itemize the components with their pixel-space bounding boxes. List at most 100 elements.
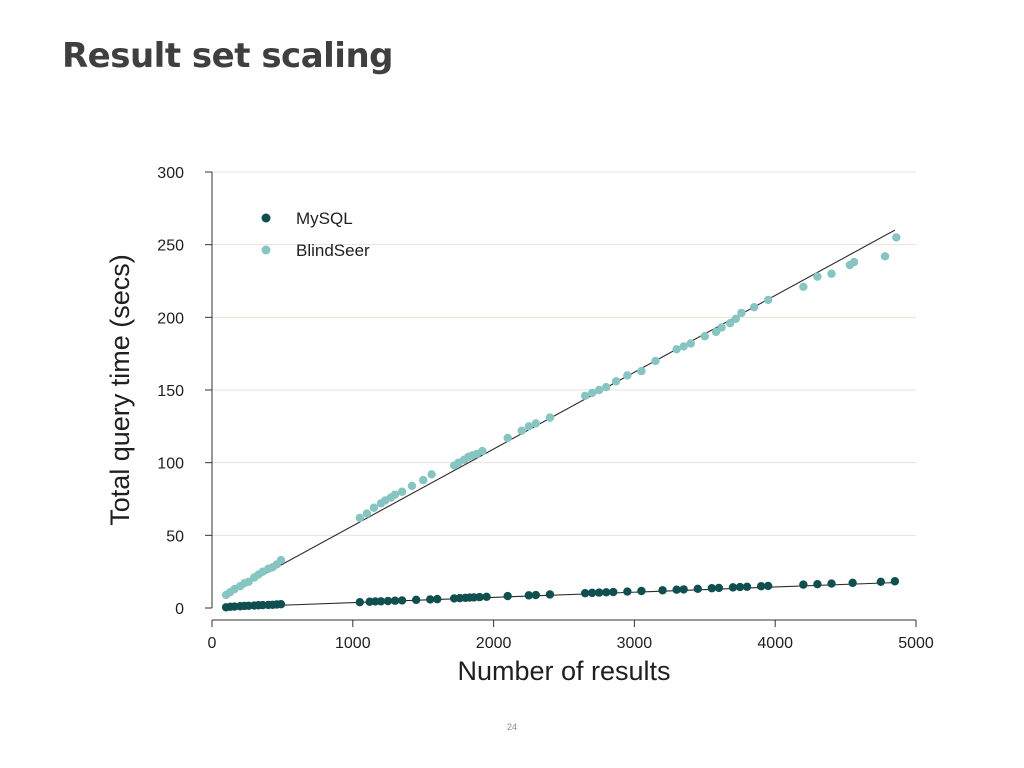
mysql-point <box>524 591 533 600</box>
y-tick-label: 50 <box>166 528 184 545</box>
x-tick-label: 0 <box>208 635 217 652</box>
blindseer-point <box>503 433 512 443</box>
mysql-point <box>595 588 604 597</box>
blindseer-point <box>362 509 372 518</box>
x-tick-label: 2000 <box>476 635 512 652</box>
blindseer-point <box>731 314 740 323</box>
mysql-point <box>848 578 857 588</box>
mysql-point <box>672 585 681 594</box>
mysql-point <box>587 588 597 598</box>
mysql-point <box>609 587 618 597</box>
mysql-point <box>827 579 836 588</box>
blindseer-point <box>672 345 681 354</box>
data-points <box>221 233 901 612</box>
mysql-point <box>799 580 808 589</box>
x-tick-label: 5000 <box>898 635 934 652</box>
x-tick-label: 3000 <box>617 635 653 652</box>
blindseer-point <box>611 377 621 386</box>
blindseer-point <box>737 308 746 318</box>
blindseer-point <box>580 391 590 401</box>
mysql-point <box>679 585 688 594</box>
mysql-point <box>876 577 885 587</box>
trendline-mysql <box>226 582 895 608</box>
mysql-point <box>503 591 512 601</box>
blindseer-point <box>276 555 286 565</box>
mysql-point <box>623 587 632 596</box>
page-number: 24 <box>506 722 517 732</box>
y-tick-label: 100 <box>157 456 184 473</box>
blindseer-point <box>813 272 822 281</box>
mysql-point <box>411 595 421 605</box>
mysql-point <box>756 582 766 591</box>
mysql-point <box>763 581 773 591</box>
blindseer-point <box>517 426 526 435</box>
mysql-legend-marker <box>261 213 271 223</box>
mysql-point <box>707 584 717 593</box>
blindseer-point <box>686 339 695 348</box>
y-tick-label: 0 <box>175 601 184 618</box>
mysql-point <box>602 588 611 597</box>
mysql-point <box>545 590 555 599</box>
blindseer-point <box>749 302 759 312</box>
blindseer-point <box>827 269 836 278</box>
legend: MySQL BlindSeer <box>261 209 370 260</box>
mysql-point <box>426 595 435 604</box>
mysql-point <box>390 596 400 605</box>
x-tick-label: 1000 <box>335 635 371 652</box>
blindseer-point <box>427 470 436 479</box>
mysql-point <box>728 583 738 592</box>
blindseer-point <box>637 366 646 376</box>
mysql-point <box>735 582 745 592</box>
mysql-point <box>397 596 407 605</box>
mysql-legend-label: MySQL <box>296 209 353 228</box>
mysql-point <box>383 596 393 606</box>
blindseer-point <box>369 503 379 512</box>
slide-title: Result set scaling <box>62 36 394 76</box>
blindseer-point <box>531 419 541 428</box>
mysql-point <box>658 586 667 595</box>
blindseer-point <box>587 388 597 398</box>
mysql-point <box>580 588 590 598</box>
blindseer-point <box>799 282 808 292</box>
mysql-point <box>482 592 491 602</box>
mysql-point <box>475 592 484 602</box>
blindseer-point <box>849 257 859 267</box>
mysql-point <box>742 582 752 591</box>
trendline-blindseer <box>225 229 896 596</box>
axes <box>205 171 917 627</box>
blindseer-point <box>478 446 487 456</box>
y-tick-label: 200 <box>157 310 184 327</box>
mysql-point <box>531 590 541 600</box>
mysql-point <box>813 579 822 589</box>
mysql-point <box>693 584 702 594</box>
blindseer-point <box>880 252 890 261</box>
blindseer-point <box>545 413 555 422</box>
blindseer-point <box>679 342 688 351</box>
blindseer-point <box>524 422 533 431</box>
blindseer-point <box>390 490 400 499</box>
blindseer-point <box>623 371 632 380</box>
blindseer-point <box>355 513 365 523</box>
blindseer-point <box>892 233 901 242</box>
mysql-point <box>890 577 900 586</box>
mysql-point <box>276 600 286 609</box>
blindseer-point <box>595 385 604 395</box>
blindseer-point <box>700 332 709 341</box>
blindseer-point <box>397 487 407 496</box>
y-axis-title: Total query time (secs) <box>105 254 135 526</box>
blindseer-point <box>763 295 773 305</box>
blindseer-point <box>717 323 726 332</box>
mysql-point <box>355 597 365 607</box>
mysql-point <box>714 583 724 593</box>
mysql-point <box>637 586 646 596</box>
trend-lines <box>225 229 896 608</box>
x-axis-title: Number of results <box>457 656 670 686</box>
blindseer-point <box>602 382 611 392</box>
blindseer-point <box>407 481 417 491</box>
grid-lines <box>212 171 916 536</box>
y-tick-label: 150 <box>157 383 184 400</box>
blindseer-point <box>419 475 428 485</box>
blindseer-point <box>651 356 660 366</box>
